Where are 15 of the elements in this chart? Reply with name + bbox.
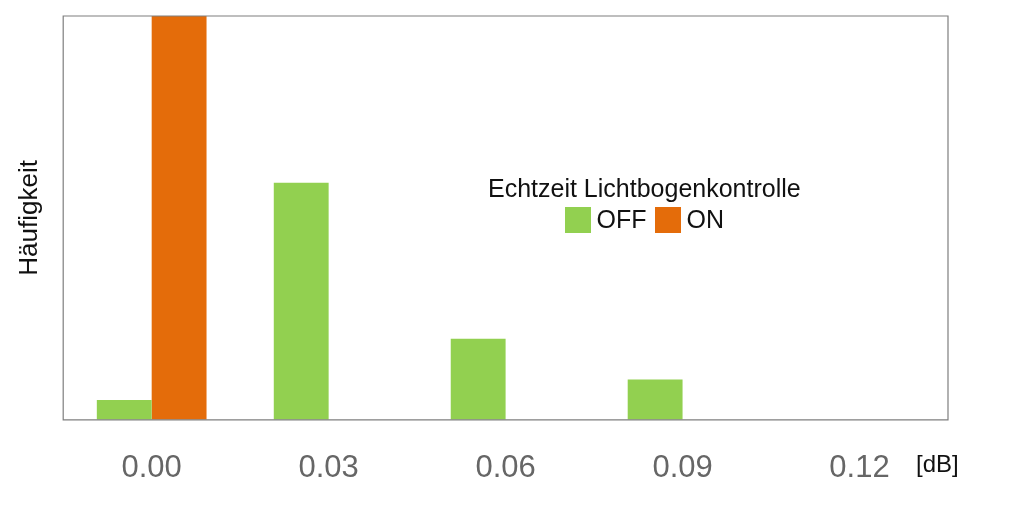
bar (96, 400, 152, 420)
bar (627, 379, 683, 420)
legend-title: Echtzeit Lichtbogenkontrolle (488, 174, 801, 203)
bar (151, 16, 207, 420)
legend-label: OFF (596, 205, 647, 234)
bar (450, 338, 506, 420)
bar (273, 182, 329, 420)
x-tick-label: 0.09 (652, 448, 713, 484)
x-tick-label: 0.03 (298, 448, 359, 484)
y-axis-title: Häufigkeit (12, 159, 43, 276)
x-axis-title: [dB] (916, 450, 959, 478)
legend-label: ON (686, 205, 725, 234)
x-tick-label: 0.00 (121, 448, 182, 484)
x-tick-label: 0.06 (475, 448, 536, 484)
x-tick-label: 0.12 (829, 448, 890, 484)
